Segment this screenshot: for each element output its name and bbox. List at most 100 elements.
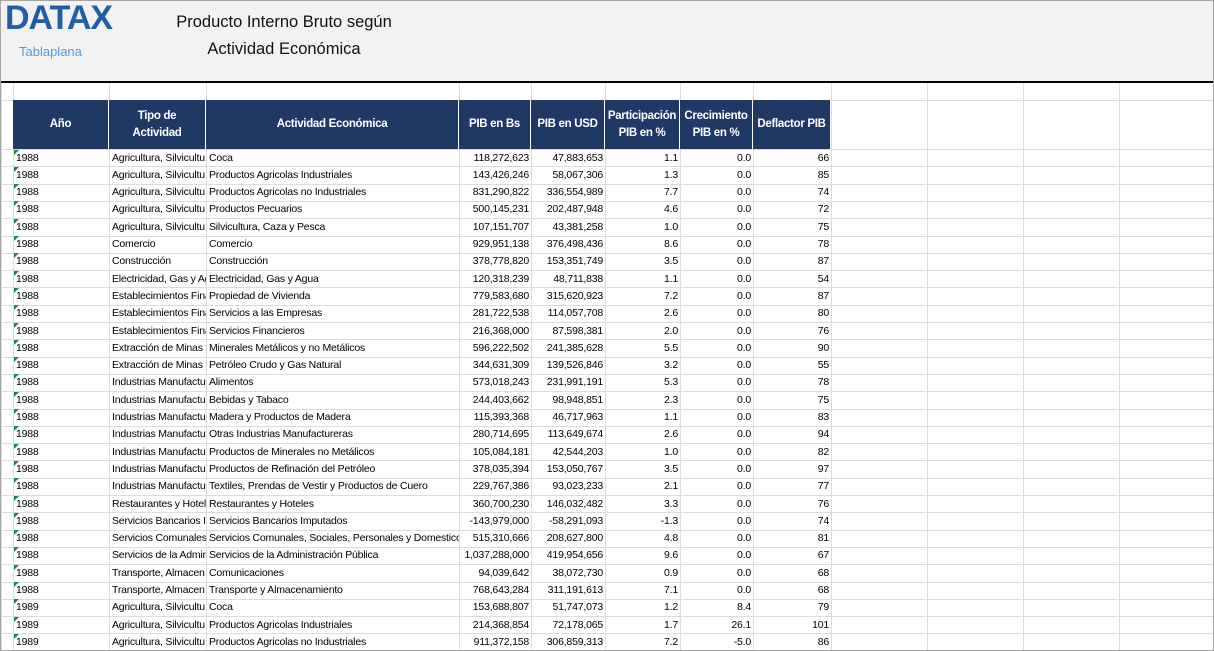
title: Producto Interno Bruto según [176, 13, 392, 31]
header-text: Tipo de [137, 109, 177, 122]
header-text: Actividad Económica [276, 118, 388, 130]
cell: 779,583,680 [472, 289, 529, 302]
grid-line [1, 252, 1213, 254]
cell: 76 [817, 324, 829, 337]
cell: 1988 [16, 497, 39, 510]
cell: Industrias Manufactur [112, 480, 206, 493]
error-indicator [14, 236, 19, 241]
cell: Establecimientos Fina [112, 289, 206, 302]
cell: Agricultura, Silvicultu [112, 151, 205, 164]
error-indicator [14, 547, 19, 553]
cell: 202,487,948 [546, 203, 603, 216]
error-indicator [14, 218, 19, 224]
grid-line [1, 200, 1213, 202]
cell: 0.9 [664, 566, 678, 579]
header-text: Participación [607, 109, 677, 122]
cell: 66 [817, 151, 829, 164]
cell: Transporte, Almacen [112, 566, 205, 579]
cell: Industrias Manufactur [112, 428, 206, 441]
cell: 2.1 [664, 480, 678, 493]
cell: 0.0 [737, 238, 751, 250]
cell: 515,310,666 [472, 532, 529, 545]
error-indicator [14, 495, 19, 501]
cell: 80 [817, 307, 829, 320]
cell: 1988 [16, 255, 39, 268]
cell: 1988 [16, 584, 39, 596]
error-indicator [14, 443, 19, 449]
logo-subtitle: Tablaplana [19, 44, 82, 59]
cell: Extracción de Minas y [112, 341, 206, 354]
cell: 500,145,231 [472, 203, 529, 216]
cell: 0.0 [737, 428, 751, 441]
cell: 1989 [16, 618, 39, 631]
cell: 77 [817, 480, 829, 493]
error-indicator [14, 270, 19, 276]
cell: Electricidad, Gas y Agua [209, 272, 319, 285]
cell: 306,859,313 [546, 635, 603, 648]
cell: -58,291,093 [549, 514, 603, 527]
cell: 315,620,923 [546, 289, 603, 302]
cell: 113,649,674 [547, 428, 604, 441]
cell: 1.1 [664, 411, 678, 423]
cell: 0.0 [737, 307, 751, 320]
cell: 83 [817, 411, 829, 423]
cell: 97 [817, 462, 829, 475]
cell: 1.1 [664, 272, 678, 285]
cell: 0.0 [737, 272, 751, 285]
error-indicator [14, 564, 19, 570]
grid-line [1, 546, 1213, 548]
error-indicator [14, 512, 19, 518]
grid-line [1, 339, 1213, 341]
cell: 107,151,707 [472, 220, 529, 233]
cell: 1.1 [664, 151, 678, 164]
error-indicator [14, 184, 19, 190]
cell: 929,951,138 [472, 238, 529, 250]
cell: Transporte y Almacenamiento [209, 584, 343, 596]
cell: 1988 [16, 480, 39, 493]
error-indicator [14, 253, 19, 259]
cell: 48,711,838 [553, 272, 603, 285]
error-indicator [14, 460, 19, 466]
cell: 229,767,386 [472, 480, 529, 493]
grid-line [1, 83, 2, 650]
cell: 1.3 [664, 168, 678, 181]
header-text: PIB en % [692, 126, 740, 139]
cell: 1988 [16, 462, 39, 475]
cell: 120,318,239 [472, 272, 529, 285]
header-text: PIB en % [618, 126, 666, 139]
cell: Agricultura, Silvicultu [112, 635, 205, 648]
cell: 55 [817, 359, 829, 372]
grid-line [1, 598, 1213, 600]
cell: 7.7 [664, 186, 678, 199]
cell: 1,037,288,000 [464, 549, 529, 562]
cell: 419,954,656 [546, 549, 603, 562]
cell: 47,883,653 [552, 151, 603, 164]
error-indicator [14, 166, 19, 172]
grid-line [1, 235, 1213, 237]
error-indicator [14, 616, 19, 622]
grid-line [1, 391, 1213, 393]
cell: 146,032,482 [546, 497, 603, 510]
cell: Textiles, Prendas de Vestir y Productos … [209, 480, 428, 493]
error-indicator [14, 478, 19, 484]
cell: 231,991,191 [546, 376, 603, 389]
cell: Servicios Bancarios In [112, 514, 206, 527]
cell: 143,426,246 [472, 168, 529, 181]
cell: 38,072,730 [552, 566, 603, 579]
cell: 0.0 [737, 584, 751, 596]
cell: Establecimientos Fina [112, 324, 206, 337]
cell: 51,747,073 [552, 601, 603, 614]
cell: 26.1 [731, 618, 751, 631]
cell: Industrias Manufactur [112, 376, 206, 389]
cell: Construcción [112, 255, 171, 268]
cell: 7.2 [664, 289, 678, 302]
grid-line [206, 83, 207, 650]
cell: 94 [817, 428, 829, 441]
cell: Coca [209, 601, 233, 614]
cell: 214,368,854 [472, 618, 529, 631]
cell: 1988 [16, 289, 39, 302]
error-indicator [14, 582, 19, 587]
cell: 68 [817, 566, 829, 579]
cell: Productos Agricolas Industriales [209, 618, 353, 631]
cell: 1988 [16, 151, 39, 164]
